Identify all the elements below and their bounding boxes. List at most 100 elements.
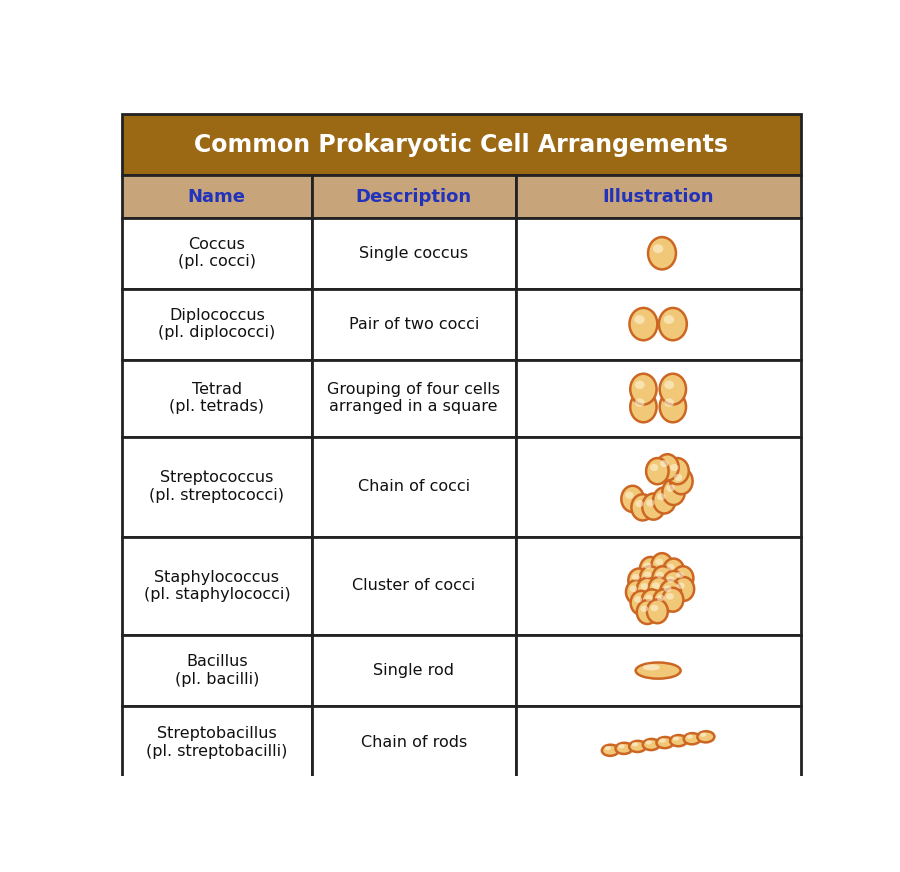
Ellipse shape	[630, 374, 657, 405]
Text: Common Prokaryotic Cell Arrangements: Common Prokaryotic Cell Arrangements	[194, 133, 728, 157]
Ellipse shape	[670, 464, 679, 471]
Ellipse shape	[652, 566, 673, 590]
Ellipse shape	[642, 589, 662, 613]
Ellipse shape	[698, 732, 715, 742]
Ellipse shape	[646, 458, 669, 484]
Ellipse shape	[673, 577, 694, 601]
Ellipse shape	[653, 589, 674, 613]
FancyBboxPatch shape	[122, 536, 312, 635]
Ellipse shape	[652, 553, 672, 577]
Ellipse shape	[643, 664, 660, 671]
FancyBboxPatch shape	[516, 437, 801, 536]
FancyBboxPatch shape	[122, 635, 312, 706]
Text: Chain of rods: Chain of rods	[361, 735, 467, 750]
FancyBboxPatch shape	[516, 175, 801, 218]
Ellipse shape	[652, 244, 663, 253]
Ellipse shape	[648, 237, 676, 269]
Ellipse shape	[657, 595, 664, 601]
Ellipse shape	[662, 479, 685, 505]
FancyBboxPatch shape	[122, 437, 312, 536]
Ellipse shape	[634, 399, 644, 407]
FancyBboxPatch shape	[312, 437, 516, 536]
FancyBboxPatch shape	[122, 289, 312, 359]
Text: Grouping of four cells
arranged in a square: Grouping of four cells arranged in a squ…	[328, 382, 500, 414]
Text: Description: Description	[356, 187, 472, 206]
Ellipse shape	[605, 746, 611, 750]
Ellipse shape	[632, 494, 654, 521]
Ellipse shape	[667, 576, 675, 582]
Text: Staphylococcus
(pl. staphylococci): Staphylococcus (pl. staphylococci)	[143, 569, 290, 602]
Ellipse shape	[656, 454, 679, 480]
Text: Streptobacillus
(pl. streptobacilli): Streptobacillus (pl. streptobacilli)	[146, 726, 287, 759]
Text: Illustration: Illustration	[602, 187, 714, 206]
Ellipse shape	[659, 308, 687, 340]
Ellipse shape	[621, 486, 644, 512]
Ellipse shape	[635, 663, 680, 678]
Text: Bacillus
(pl. bacilli): Bacillus (pl. bacilli)	[175, 654, 259, 687]
Ellipse shape	[676, 571, 684, 578]
Text: Cluster of cocci: Cluster of cocci	[352, 578, 475, 593]
Ellipse shape	[626, 580, 647, 604]
FancyBboxPatch shape	[516, 536, 801, 635]
Text: Coccus
(pl. cocci): Coccus (pl. cocci)	[178, 237, 256, 269]
Ellipse shape	[660, 580, 681, 604]
Ellipse shape	[664, 399, 674, 407]
Ellipse shape	[637, 578, 658, 602]
Text: Single coccus: Single coccus	[359, 246, 468, 261]
Text: Pair of two cocci: Pair of two cocci	[348, 317, 479, 331]
Ellipse shape	[666, 485, 675, 492]
Ellipse shape	[700, 732, 706, 737]
Ellipse shape	[667, 564, 675, 570]
Ellipse shape	[684, 733, 701, 745]
FancyBboxPatch shape	[516, 218, 801, 289]
Ellipse shape	[666, 593, 674, 600]
FancyBboxPatch shape	[312, 706, 516, 780]
Ellipse shape	[632, 574, 640, 581]
FancyBboxPatch shape	[312, 175, 516, 218]
Text: Single rod: Single rod	[374, 663, 454, 678]
FancyBboxPatch shape	[516, 359, 801, 437]
Ellipse shape	[651, 604, 658, 611]
Ellipse shape	[660, 460, 669, 467]
FancyBboxPatch shape	[312, 536, 516, 635]
Ellipse shape	[631, 591, 652, 615]
Ellipse shape	[648, 577, 670, 601]
FancyBboxPatch shape	[516, 706, 801, 780]
Ellipse shape	[616, 743, 633, 754]
Ellipse shape	[663, 585, 671, 592]
Ellipse shape	[660, 374, 686, 405]
Text: Chain of cocci: Chain of cocci	[357, 479, 470, 494]
Ellipse shape	[626, 492, 634, 499]
Ellipse shape	[687, 734, 693, 739]
Ellipse shape	[677, 582, 685, 589]
Ellipse shape	[641, 605, 648, 612]
Ellipse shape	[670, 735, 687, 746]
Ellipse shape	[634, 596, 642, 603]
Ellipse shape	[637, 600, 658, 624]
Ellipse shape	[634, 380, 644, 389]
Ellipse shape	[655, 558, 663, 565]
Text: Streptococcus
(pl. streptococci): Streptococcus (pl. streptococci)	[149, 470, 284, 503]
Ellipse shape	[656, 571, 664, 578]
Ellipse shape	[629, 741, 646, 752]
FancyBboxPatch shape	[312, 289, 516, 359]
Ellipse shape	[663, 559, 684, 582]
FancyBboxPatch shape	[122, 359, 312, 437]
Ellipse shape	[659, 739, 666, 743]
Ellipse shape	[674, 473, 682, 481]
FancyBboxPatch shape	[312, 359, 516, 437]
Ellipse shape	[643, 739, 660, 750]
Ellipse shape	[640, 557, 661, 581]
Ellipse shape	[630, 585, 637, 592]
Ellipse shape	[630, 392, 657, 422]
Ellipse shape	[646, 500, 654, 507]
Ellipse shape	[641, 583, 648, 589]
Ellipse shape	[660, 392, 686, 422]
Ellipse shape	[629, 308, 657, 340]
FancyBboxPatch shape	[312, 218, 516, 289]
FancyBboxPatch shape	[122, 175, 312, 218]
Ellipse shape	[653, 487, 676, 514]
Ellipse shape	[645, 595, 652, 601]
Ellipse shape	[650, 464, 659, 471]
Ellipse shape	[672, 566, 693, 590]
